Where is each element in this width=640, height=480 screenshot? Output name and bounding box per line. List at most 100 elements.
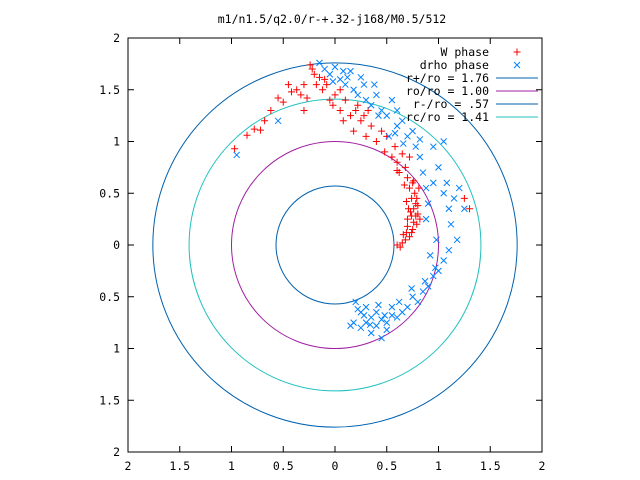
drho-phase-point xyxy=(354,91,362,99)
w-phase-point xyxy=(284,81,292,89)
w-phase-point xyxy=(401,163,409,171)
w-phase-point xyxy=(414,202,422,210)
w-phase-point xyxy=(388,153,396,161)
reference-circle xyxy=(152,62,518,428)
w-phase-point xyxy=(256,126,264,134)
w-phase-point xyxy=(393,158,401,166)
w-phase-point xyxy=(403,222,411,230)
reference-circle xyxy=(231,141,439,349)
drho-phase-point xyxy=(461,205,468,213)
w-phase-point xyxy=(404,205,412,213)
drho-phase-point xyxy=(373,308,380,316)
drho-phase-point xyxy=(373,91,380,99)
drho-phase-point xyxy=(414,298,422,306)
w-phase-point xyxy=(393,166,401,174)
w-phase-point xyxy=(400,181,408,189)
w-phase-point xyxy=(410,218,418,226)
drho-phase-point xyxy=(347,67,354,75)
w-phase-point xyxy=(331,91,339,99)
w-phase-point xyxy=(321,75,329,83)
drho-phase-point xyxy=(393,122,401,130)
drho-phase-point xyxy=(416,153,424,161)
w-phase-point xyxy=(466,205,474,213)
w-phase-point xyxy=(398,239,406,247)
drho-phase-point xyxy=(426,251,434,259)
drho-phase-point xyxy=(367,314,375,321)
w-phase-point xyxy=(279,98,287,106)
drho-phase-point xyxy=(393,107,401,114)
w-phase-point xyxy=(341,96,349,104)
drho-phase-point xyxy=(443,179,451,187)
w-phase-point xyxy=(319,86,327,94)
drho-phase-point xyxy=(341,81,349,88)
drho-phase-point xyxy=(416,136,424,143)
w-phase-point xyxy=(398,150,406,158)
x-tick-label: 2 xyxy=(539,459,546,473)
drho-phase-point xyxy=(329,78,337,85)
drho-phase-point xyxy=(398,308,406,316)
x-tick-label: 0.5 xyxy=(273,459,294,473)
y-tick-label: 2 xyxy=(113,445,120,459)
y-tick-label: 1 xyxy=(113,135,120,149)
drho-phase-point xyxy=(445,246,453,254)
drho-phase-point xyxy=(398,117,406,125)
w-phase-point xyxy=(308,65,316,73)
w-phase-point xyxy=(347,112,355,120)
drho-phase-point xyxy=(385,132,393,140)
drho-phase-point xyxy=(233,151,241,159)
drho-phase-point xyxy=(453,236,461,244)
drho-phase-point xyxy=(440,138,448,145)
drho-phase-point xyxy=(378,334,385,342)
x-tick-label: 0 xyxy=(332,459,339,473)
drho-phase-point xyxy=(399,140,407,147)
drho-phase-point xyxy=(433,236,440,244)
drho-phase-point xyxy=(412,143,420,151)
legend-label: ro/ro = 1.00 xyxy=(406,84,489,98)
w-phase-point xyxy=(329,101,337,109)
drho-phase-point xyxy=(360,81,368,88)
w-phase-point xyxy=(393,241,401,249)
drho-phase-point xyxy=(440,189,448,197)
w-phase-point xyxy=(336,106,344,114)
drho-phase-point xyxy=(424,283,432,290)
w-phase-point xyxy=(354,101,362,109)
drho-phase-point xyxy=(370,81,378,88)
legend-label: r+/ro = 1.76 xyxy=(406,71,489,85)
w-phase-point xyxy=(352,106,360,114)
w-phase-point xyxy=(406,184,414,192)
drho-phase-point xyxy=(447,220,455,228)
y-tick-label: 1 xyxy=(113,342,120,356)
drho-phase-point xyxy=(419,288,427,295)
y-tick-label: 1.5 xyxy=(99,83,120,97)
w-phase-point xyxy=(402,229,410,237)
drho-phase-point xyxy=(388,96,396,104)
drho-phase-point xyxy=(422,215,430,223)
drho-phase-point xyxy=(326,70,334,78)
drho-phase-point xyxy=(373,322,380,330)
drho-phase-point xyxy=(383,112,391,119)
drho-phase-point xyxy=(424,200,432,207)
w-phase-point xyxy=(267,106,275,114)
w-phase-point xyxy=(303,94,311,102)
drho-phase-point xyxy=(421,277,429,285)
w-phase-point xyxy=(231,145,239,153)
w-phase-point xyxy=(403,174,411,182)
drho-phase-point xyxy=(409,293,416,301)
drho-phase-point xyxy=(432,264,439,272)
w-phase-point xyxy=(243,131,251,139)
drho-phase-point xyxy=(440,257,448,264)
w-phase-point xyxy=(414,210,422,218)
w-phase-point xyxy=(306,61,314,69)
drho-phase-point xyxy=(331,63,339,71)
w-phase-point xyxy=(381,148,389,156)
drho-phase-point xyxy=(336,76,344,83)
w-phase-point xyxy=(274,94,282,102)
w-phase-point xyxy=(415,184,423,192)
drho-phase-point xyxy=(362,319,370,326)
w-phase-point xyxy=(297,91,305,99)
drho-phase-point xyxy=(362,96,370,104)
w-phase-point xyxy=(336,86,344,94)
drho-phase-point xyxy=(357,73,365,81)
